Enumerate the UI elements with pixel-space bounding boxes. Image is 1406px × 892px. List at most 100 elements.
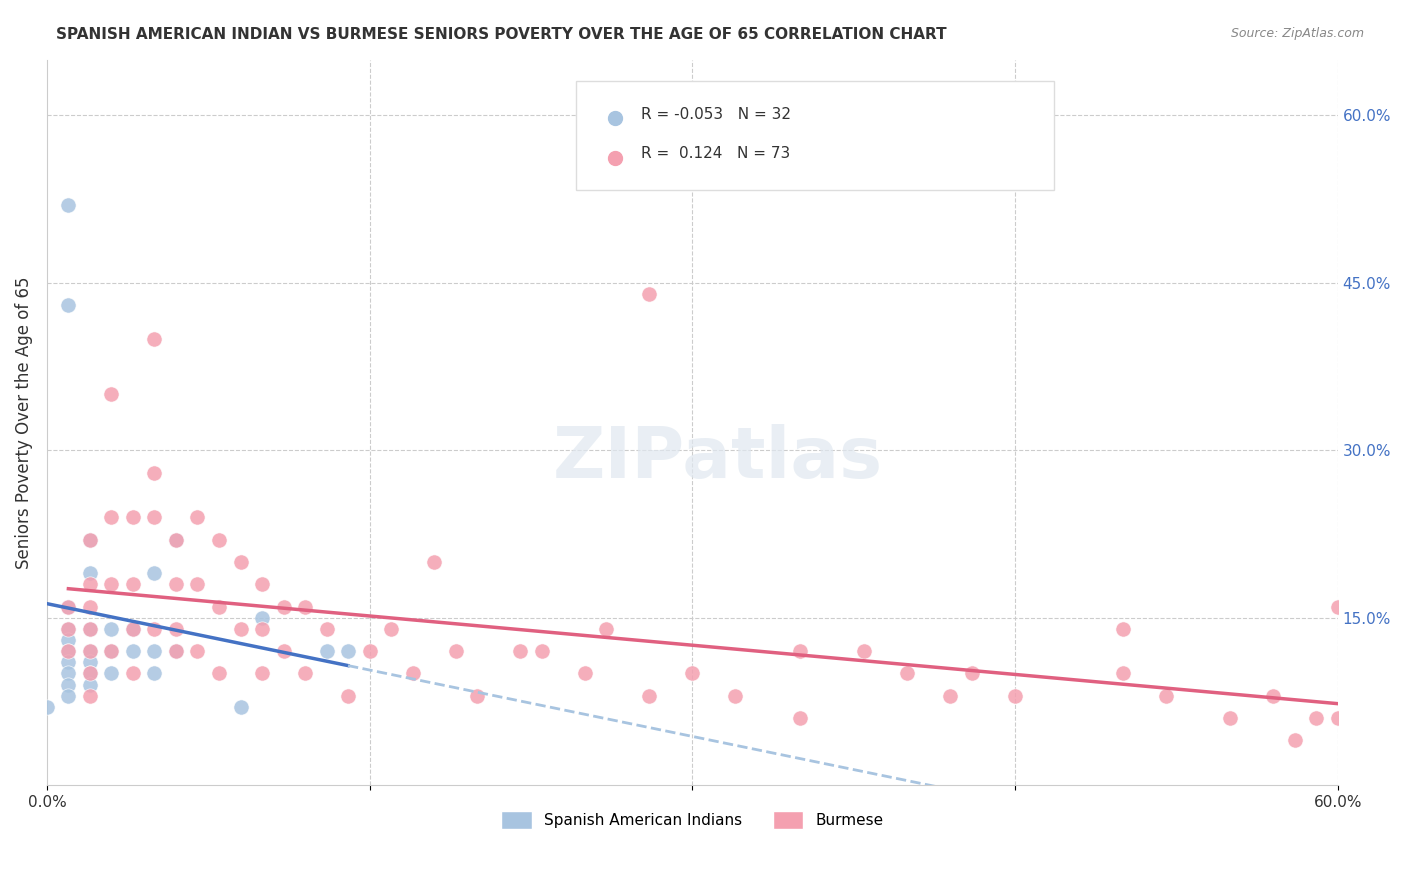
Point: [79, 678, 101, 692]
Point: [122, 622, 145, 636]
Point: [229, 622, 252, 636]
Point: [58, 599, 80, 614]
Point: [186, 644, 208, 658]
Point: [165, 644, 187, 658]
Point: [79, 533, 101, 547]
Point: [337, 689, 360, 703]
Point: [100, 666, 122, 681]
Point: [315, 622, 337, 636]
Point: [273, 599, 295, 614]
Point: [401, 666, 423, 681]
Point: [79, 599, 101, 614]
Point: [58, 632, 80, 647]
Point: [1326, 599, 1348, 614]
Point: [58, 656, 80, 670]
Point: [143, 622, 166, 636]
Point: [250, 610, 273, 624]
Point: [58, 644, 80, 658]
Point: [208, 533, 231, 547]
Point: [1305, 711, 1327, 725]
Point: [208, 666, 231, 681]
Point: [100, 510, 122, 524]
Point: [1284, 733, 1306, 747]
Point: [1326, 711, 1348, 725]
Point: [143, 510, 166, 524]
Point: [186, 577, 208, 591]
Point: [122, 644, 145, 658]
Point: [79, 622, 101, 636]
Y-axis label: Seniors Poverty Over the Age of 65: Seniors Poverty Over the Age of 65: [15, 277, 32, 568]
Text: SPANISH AMERICAN INDIAN VS BURMESE SENIORS POVERTY OVER THE AGE OF 65 CORRELATIO: SPANISH AMERICAN INDIAN VS BURMESE SENIO…: [56, 27, 946, 42]
Point: [1111, 666, 1133, 681]
Text: Source: ZipAtlas.com: Source: ZipAtlas.com: [1230, 27, 1364, 40]
Point: [79, 666, 101, 681]
Point: [122, 510, 145, 524]
Point: [58, 622, 80, 636]
Point: [122, 577, 145, 591]
Point: [250, 577, 273, 591]
Point: [359, 644, 381, 658]
FancyBboxPatch shape: [576, 81, 1053, 190]
Point: [100, 644, 122, 658]
Point: [250, 622, 273, 636]
Point: [143, 332, 166, 346]
Point: [100, 622, 122, 636]
Point: [58, 666, 80, 681]
Point: [58, 622, 80, 636]
Point: [79, 656, 101, 670]
Point: [1261, 689, 1284, 703]
Point: [143, 666, 166, 681]
Point: [229, 555, 252, 569]
Point: [58, 298, 80, 312]
Point: [315, 644, 337, 658]
Point: [58, 644, 80, 658]
Point: [530, 644, 553, 658]
Point: [229, 700, 252, 714]
Point: [638, 689, 661, 703]
Point: [58, 678, 80, 692]
Point: [79, 533, 101, 547]
Point: [143, 466, 166, 480]
Point: [79, 644, 101, 658]
Point: [380, 622, 402, 636]
Point: [58, 599, 80, 614]
Point: [638, 287, 661, 301]
Point: [58, 197, 80, 211]
Point: [165, 533, 187, 547]
Point: [186, 510, 208, 524]
Point: [444, 644, 467, 658]
Point: [789, 644, 811, 658]
Point: [79, 689, 101, 703]
Point: [250, 666, 273, 681]
Legend: Spanish American Indians, Burmese: Spanish American Indians, Burmese: [495, 805, 890, 836]
Point: [1004, 689, 1026, 703]
Text: R =  0.124   N = 73: R = 0.124 N = 73: [641, 146, 790, 161]
Point: [100, 644, 122, 658]
Point: [79, 644, 101, 658]
Point: [681, 666, 703, 681]
Point: [1219, 711, 1241, 725]
Point: [165, 622, 187, 636]
Point: [122, 666, 145, 681]
Point: [122, 622, 145, 636]
Point: [100, 577, 122, 591]
Point: [79, 622, 101, 636]
Point: [574, 666, 596, 681]
Point: [724, 689, 747, 703]
Point: [337, 644, 360, 658]
Point: [1154, 689, 1177, 703]
Point: [143, 644, 166, 658]
Point: [79, 666, 101, 681]
Point: [465, 689, 488, 703]
Point: [100, 387, 122, 401]
Text: ZIPatlas: ZIPatlas: [553, 424, 883, 493]
Text: R = -0.053   N = 32: R = -0.053 N = 32: [641, 106, 790, 121]
Point: [939, 689, 962, 703]
Point: [165, 533, 187, 547]
Point: [960, 666, 983, 681]
Point: [896, 666, 918, 681]
Point: [79, 577, 101, 591]
Point: [79, 566, 101, 580]
Point: [294, 666, 316, 681]
Point: [165, 577, 187, 591]
